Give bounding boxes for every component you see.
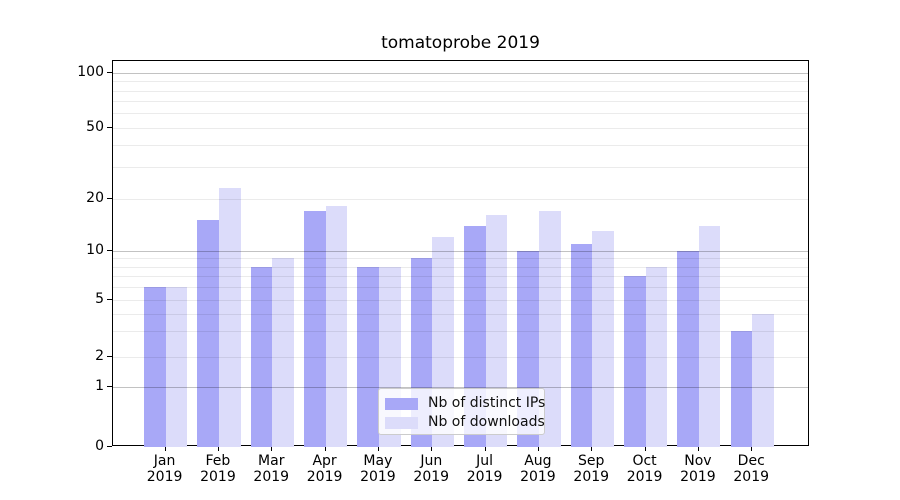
y-tick-label: 10 bbox=[86, 242, 104, 258]
bar-downloads bbox=[165, 287, 188, 447]
x-tick-label: Apr 2019 bbox=[297, 453, 353, 485]
gridline-minor bbox=[113, 81, 808, 83]
x-axis-tick bbox=[537, 447, 539, 451]
x-tick-label-year: 2019 bbox=[306, 469, 343, 485]
legend-swatch-distinct-ips bbox=[385, 397, 418, 410]
bar-downloads bbox=[218, 187, 241, 447]
x-tick-label: Mar 2019 bbox=[243, 453, 299, 485]
legend-row: Nb of distinct IPs bbox=[385, 394, 545, 413]
x-tick-label: Aug 2019 bbox=[510, 453, 566, 485]
x-tick-label-year: 2019 bbox=[360, 469, 396, 485]
x-tick-label-year: 2019 bbox=[520, 469, 556, 485]
gridline-major bbox=[113, 387, 808, 388]
y-axis-tick bbox=[107, 126, 112, 128]
x-tick-label-year: 2019 bbox=[680, 469, 716, 485]
y-tick-label: 2 bbox=[95, 347, 104, 364]
x-axis-tick bbox=[751, 447, 753, 451]
chart-title: tomatoprobe 2019 bbox=[381, 33, 540, 53]
bar-downloads bbox=[698, 225, 721, 447]
y-tick-label: 20 bbox=[86, 189, 104, 206]
x-tick-label: May 2019 bbox=[350, 453, 406, 485]
bar-distinct-ips bbox=[303, 210, 326, 447]
x-axis-tick bbox=[324, 447, 326, 451]
bar-downloads bbox=[538, 210, 561, 447]
x-tick-label: Nov 2019 bbox=[670, 453, 726, 485]
plot-area bbox=[112, 60, 809, 447]
x-axis-tick bbox=[484, 447, 486, 451]
gridline-minor bbox=[113, 266, 808, 268]
x-tick-label: Jan 2019 bbox=[137, 453, 193, 485]
y-axis-tick bbox=[107, 386, 112, 387]
y-tick-label: 5 bbox=[95, 291, 104, 307]
y-axis-tick bbox=[107, 197, 112, 199]
y-axis-tick bbox=[107, 355, 112, 357]
bar-distinct-ips bbox=[197, 220, 219, 447]
y-tick-label: 0 bbox=[95, 438, 104, 454]
x-axis-tick bbox=[377, 447, 379, 451]
x-tick-label-year: 2019 bbox=[146, 469, 183, 485]
x-tick-label: Oct 2019 bbox=[617, 453, 673, 485]
bar-downloads bbox=[752, 313, 774, 447]
x-tick-label: Jun 2019 bbox=[403, 453, 459, 485]
y-tick-label: 100 bbox=[77, 64, 104, 80]
bar-distinct-ips bbox=[677, 251, 699, 447]
legend-label-downloads: Nb of downloads bbox=[428, 414, 545, 430]
gridline-major bbox=[113, 73, 808, 74]
bar-downloads bbox=[325, 206, 348, 447]
gridline-minor bbox=[113, 90, 808, 92]
gridline-minor bbox=[113, 101, 808, 103]
gridline-minor bbox=[113, 313, 808, 315]
y-tick-label: 1 bbox=[95, 378, 104, 394]
y-axis-tick bbox=[107, 250, 112, 251]
gridline-minor bbox=[113, 258, 808, 260]
legend: Nb of distinct IPs Nb of downloads bbox=[378, 388, 545, 435]
gridline-minor bbox=[113, 144, 808, 146]
bar-distinct-ips bbox=[570, 243, 593, 447]
x-tick-label: Feb 2019 bbox=[190, 453, 246, 485]
x-tick-label-year: 2019 bbox=[626, 469, 663, 485]
x-tick-label-year: 2019 bbox=[200, 469, 236, 485]
x-tick-label-year: 2019 bbox=[733, 469, 770, 485]
x-axis-tick bbox=[164, 447, 166, 451]
y-axis-tick bbox=[107, 299, 112, 300]
bar-distinct-ips bbox=[730, 331, 753, 447]
x-axis-tick bbox=[591, 447, 593, 451]
x-tick-label: Sep 2019 bbox=[563, 453, 619, 485]
bar-distinct-ips bbox=[357, 266, 379, 447]
bar-distinct-ips bbox=[144, 287, 166, 447]
gridline-minor bbox=[113, 167, 808, 169]
x-axis-tick bbox=[431, 447, 433, 451]
x-tick-label: Jul 2019 bbox=[457, 453, 513, 485]
x-axis-tick bbox=[697, 447, 699, 451]
bar-downloads bbox=[645, 266, 668, 447]
gridline-minor bbox=[113, 127, 808, 129]
legend-swatch-downloads bbox=[385, 416, 418, 429]
x-tick-label-year: 2019 bbox=[253, 469, 290, 485]
x-tick-label-year: 2019 bbox=[573, 469, 610, 485]
legend-row: Nb of downloads bbox=[385, 413, 545, 432]
gridline-minor bbox=[113, 331, 808, 333]
bar-distinct-ips bbox=[623, 276, 646, 447]
bar-downloads bbox=[272, 258, 294, 447]
gridline-minor bbox=[113, 276, 808, 278]
x-tick-label-year: 2019 bbox=[466, 469, 503, 485]
gridline-minor bbox=[113, 113, 808, 115]
bar-downloads bbox=[592, 231, 614, 447]
gridline-major bbox=[113, 251, 808, 252]
x-tick-label: Dec 2019 bbox=[723, 453, 779, 485]
y-axis-tick bbox=[107, 446, 112, 447]
gridline-minor bbox=[113, 287, 808, 289]
x-axis-tick bbox=[271, 447, 273, 451]
bar-distinct-ips bbox=[250, 266, 273, 447]
legend-label-distinct-ips: Nb of distinct IPs bbox=[428, 395, 546, 411]
x-tick-label-year: 2019 bbox=[413, 469, 450, 485]
gridline-minor bbox=[113, 300, 808, 301]
x-axis-tick bbox=[644, 447, 646, 451]
x-axis-tick bbox=[217, 447, 219, 451]
y-tick-label: 50 bbox=[86, 118, 104, 135]
gridline-minor bbox=[113, 356, 808, 358]
gridline-minor bbox=[113, 198, 808, 200]
y-axis-tick bbox=[107, 72, 112, 73]
